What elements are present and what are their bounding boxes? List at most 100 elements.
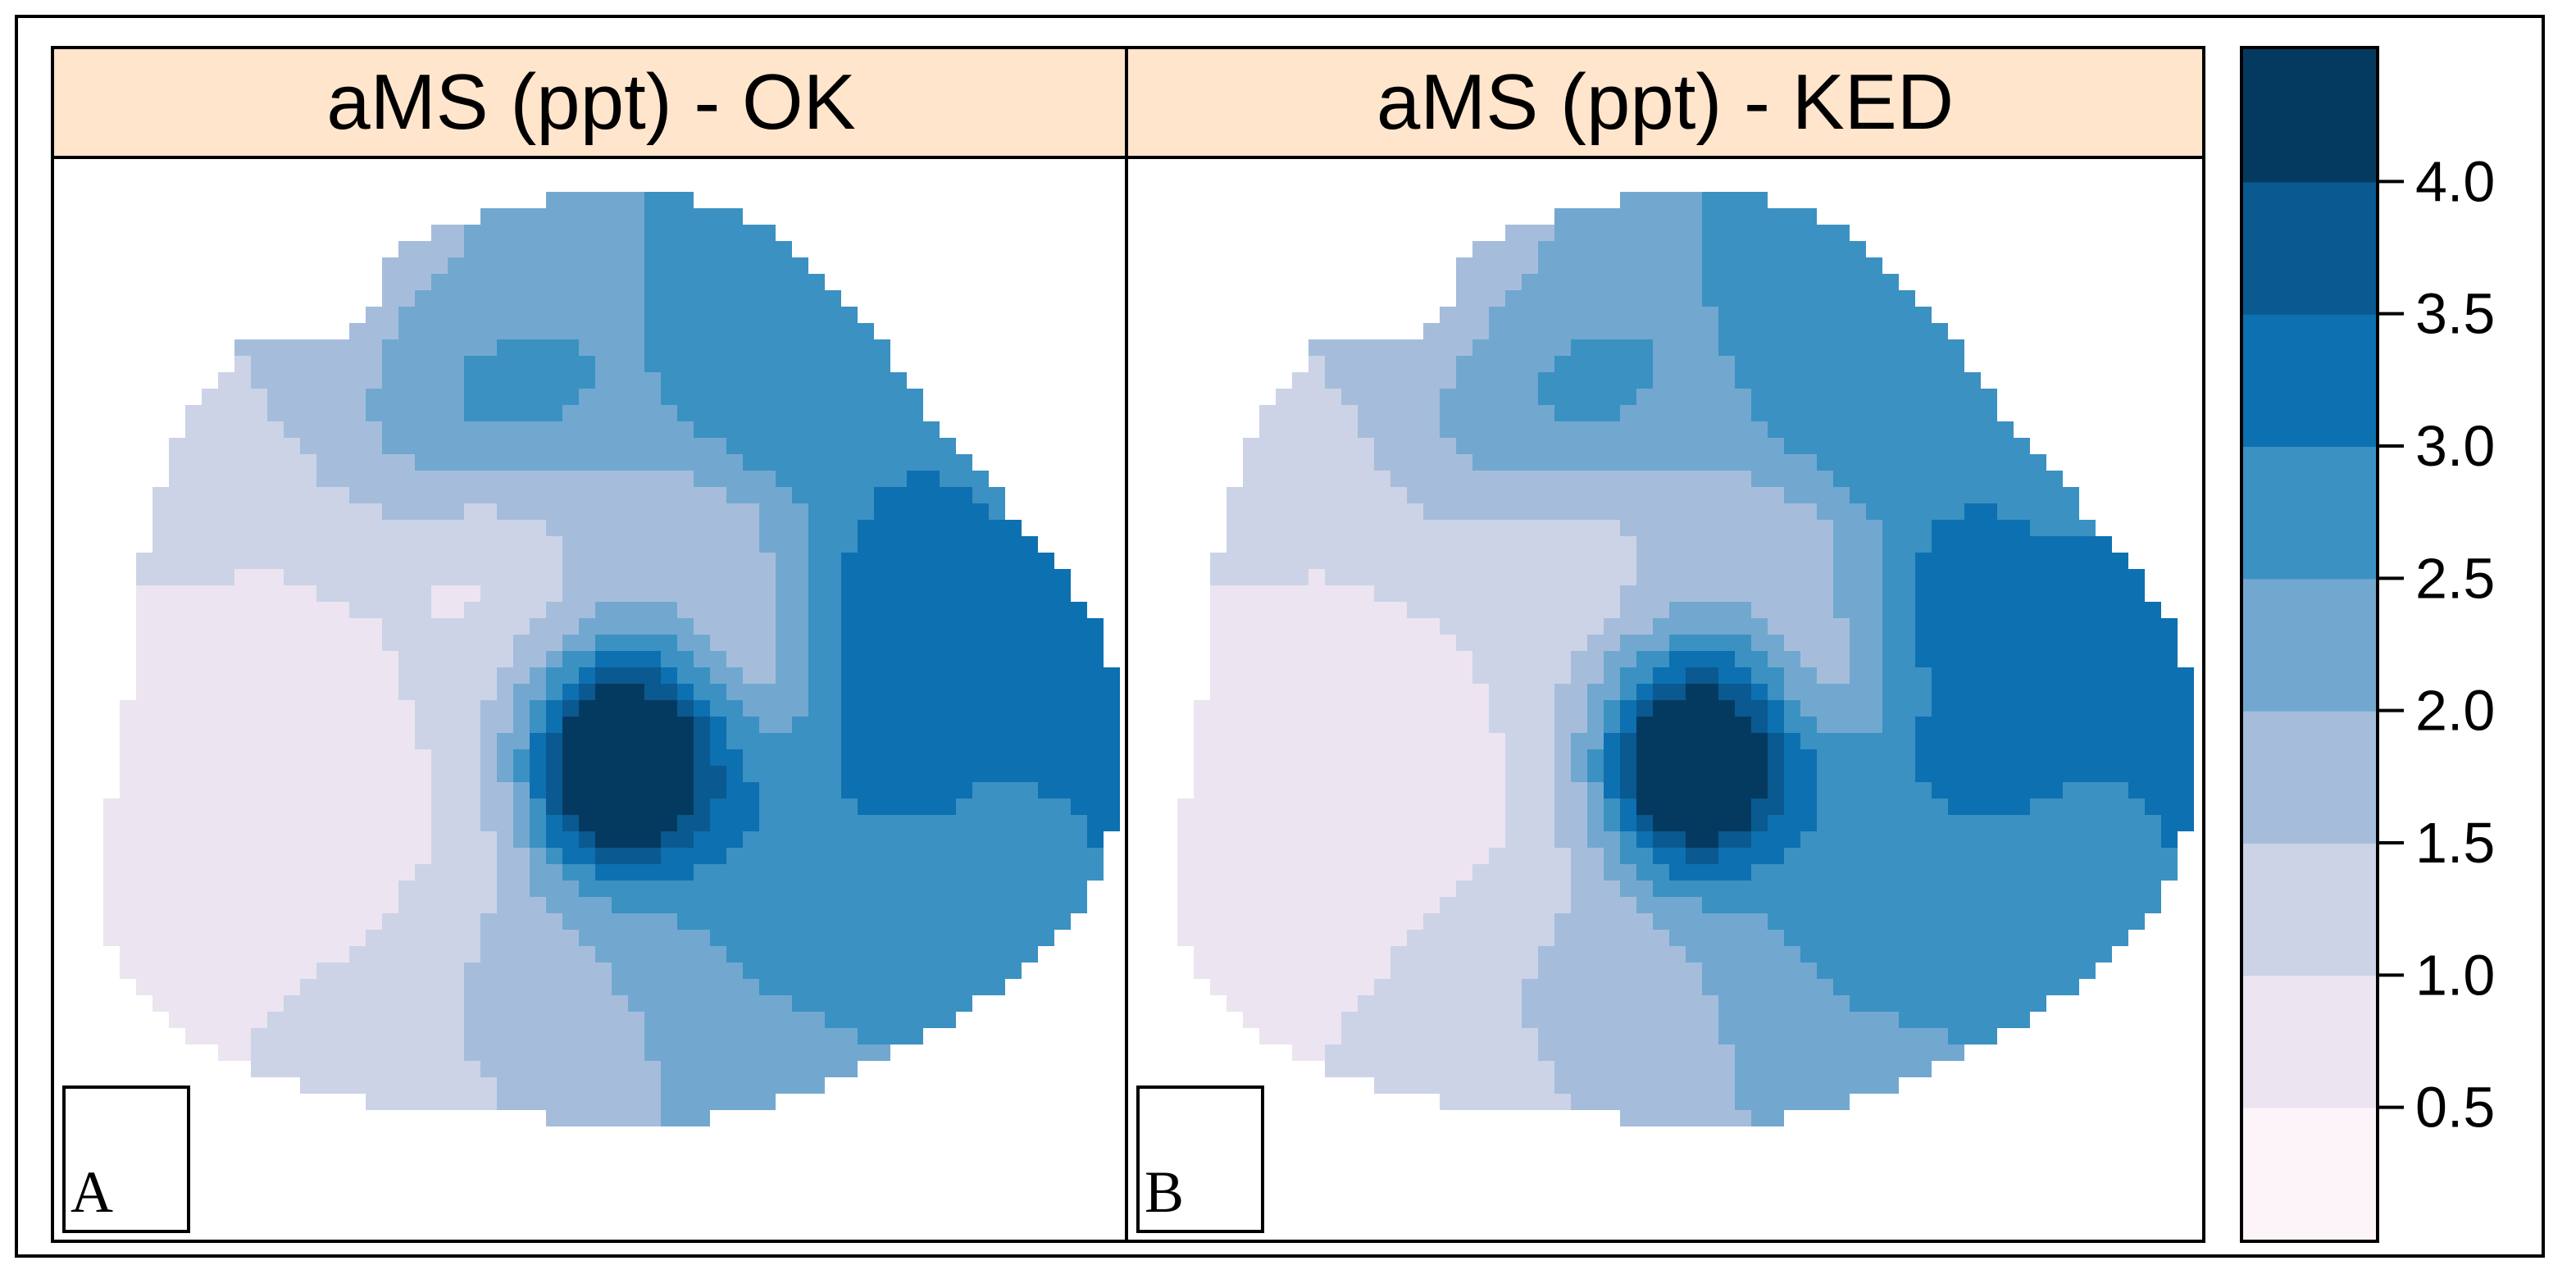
map-cell xyxy=(562,1061,579,1077)
map-cell xyxy=(136,700,152,717)
map-cell xyxy=(1005,651,1022,667)
map-cell xyxy=(628,815,644,831)
map-cell xyxy=(398,520,415,536)
map-cell xyxy=(694,503,710,520)
map-cell xyxy=(1456,684,1472,700)
map-cell xyxy=(349,684,366,700)
map-cell xyxy=(1669,438,1686,454)
map-cell xyxy=(1259,438,1276,454)
map-cell xyxy=(1210,831,1227,848)
map-cell xyxy=(956,733,972,749)
map-cell xyxy=(1407,405,1423,421)
map-cell xyxy=(2014,651,2030,667)
map-cell xyxy=(890,421,907,438)
map-cell xyxy=(2063,897,2079,913)
map-cell xyxy=(1751,257,1768,274)
map-cell xyxy=(1768,503,1784,520)
map-cell xyxy=(366,307,382,323)
map-cell xyxy=(1472,454,1489,471)
map-cell xyxy=(1751,536,1768,553)
map-panel-a: aMS (ppt) - OK A xyxy=(51,46,1131,1243)
map-cell xyxy=(726,864,743,881)
map-cell xyxy=(464,618,480,635)
map-cell xyxy=(759,389,776,405)
map-cell xyxy=(1997,766,2014,782)
map-cell xyxy=(1915,782,1932,799)
map-cell xyxy=(513,979,530,995)
map-cell xyxy=(448,405,464,421)
map-cell xyxy=(202,503,218,520)
map-cell xyxy=(808,323,825,339)
map-cell xyxy=(284,733,300,749)
map-cell xyxy=(1554,864,1571,881)
map-cell xyxy=(858,454,874,471)
map-cell xyxy=(1636,454,1653,471)
map-cell xyxy=(398,536,415,553)
map-cell xyxy=(1456,257,1472,274)
map-cell xyxy=(1817,815,1833,831)
map-cell xyxy=(1440,454,1456,471)
map-cell xyxy=(398,749,415,766)
map-cell xyxy=(497,684,513,700)
map-cell xyxy=(398,421,415,438)
map-cell xyxy=(546,192,562,208)
map-cell xyxy=(1997,733,2014,749)
map-cell xyxy=(300,913,316,930)
map-cell xyxy=(1456,831,1472,848)
map-cell xyxy=(415,274,431,290)
map-cell xyxy=(579,963,595,979)
map-cell xyxy=(1604,372,1620,389)
map-cell xyxy=(1899,438,1915,454)
map-cell xyxy=(1505,471,1522,487)
map-cell xyxy=(349,667,366,684)
map-cell xyxy=(1374,487,1390,503)
map-cell xyxy=(1948,881,1964,897)
map-cell xyxy=(825,1012,841,1028)
map-cell xyxy=(1702,487,1718,503)
map-cell xyxy=(2079,766,2096,782)
map-cell xyxy=(1899,635,1915,651)
map-cell xyxy=(841,831,858,848)
map-cell xyxy=(1571,389,1587,405)
map-cell xyxy=(1194,864,1210,881)
map-cell xyxy=(546,848,562,864)
map-cell xyxy=(234,831,251,848)
map-cell xyxy=(398,733,415,749)
map-cell xyxy=(333,438,349,454)
map-cell xyxy=(480,454,497,471)
map-cell xyxy=(1456,782,1472,799)
map-cell xyxy=(890,585,907,602)
map-cell xyxy=(1374,405,1390,421)
map-cell xyxy=(1227,618,1243,635)
map-cell xyxy=(1964,864,1981,881)
map-cell xyxy=(185,864,202,881)
map-cell xyxy=(1177,815,1194,831)
map-cell xyxy=(2161,618,2178,635)
map-cell xyxy=(1341,569,1358,585)
map-cell xyxy=(1423,372,1440,389)
map-cell xyxy=(431,487,448,503)
map-cell xyxy=(497,766,513,782)
map-cell xyxy=(382,766,398,782)
map-cell xyxy=(612,487,628,503)
map-cell xyxy=(1915,815,1932,831)
map-cell xyxy=(513,913,530,930)
map-cell xyxy=(431,667,448,684)
map-cell xyxy=(497,831,513,848)
map-cell xyxy=(1571,569,1587,585)
map-cell xyxy=(415,749,431,766)
map-cell xyxy=(858,946,874,963)
map-cell xyxy=(513,1012,530,1028)
map-cell xyxy=(1276,569,1292,585)
map-cell xyxy=(595,881,612,897)
map-cell xyxy=(1407,356,1423,372)
map-cell xyxy=(940,651,956,667)
map-cell xyxy=(677,520,694,536)
map-cell xyxy=(366,684,382,700)
map-cell xyxy=(185,946,202,963)
map-cell xyxy=(1358,389,1374,405)
map-cell xyxy=(1669,307,1686,323)
map-cell xyxy=(726,1061,743,1077)
map-cell xyxy=(1571,356,1587,372)
map-cell xyxy=(1866,700,1882,717)
